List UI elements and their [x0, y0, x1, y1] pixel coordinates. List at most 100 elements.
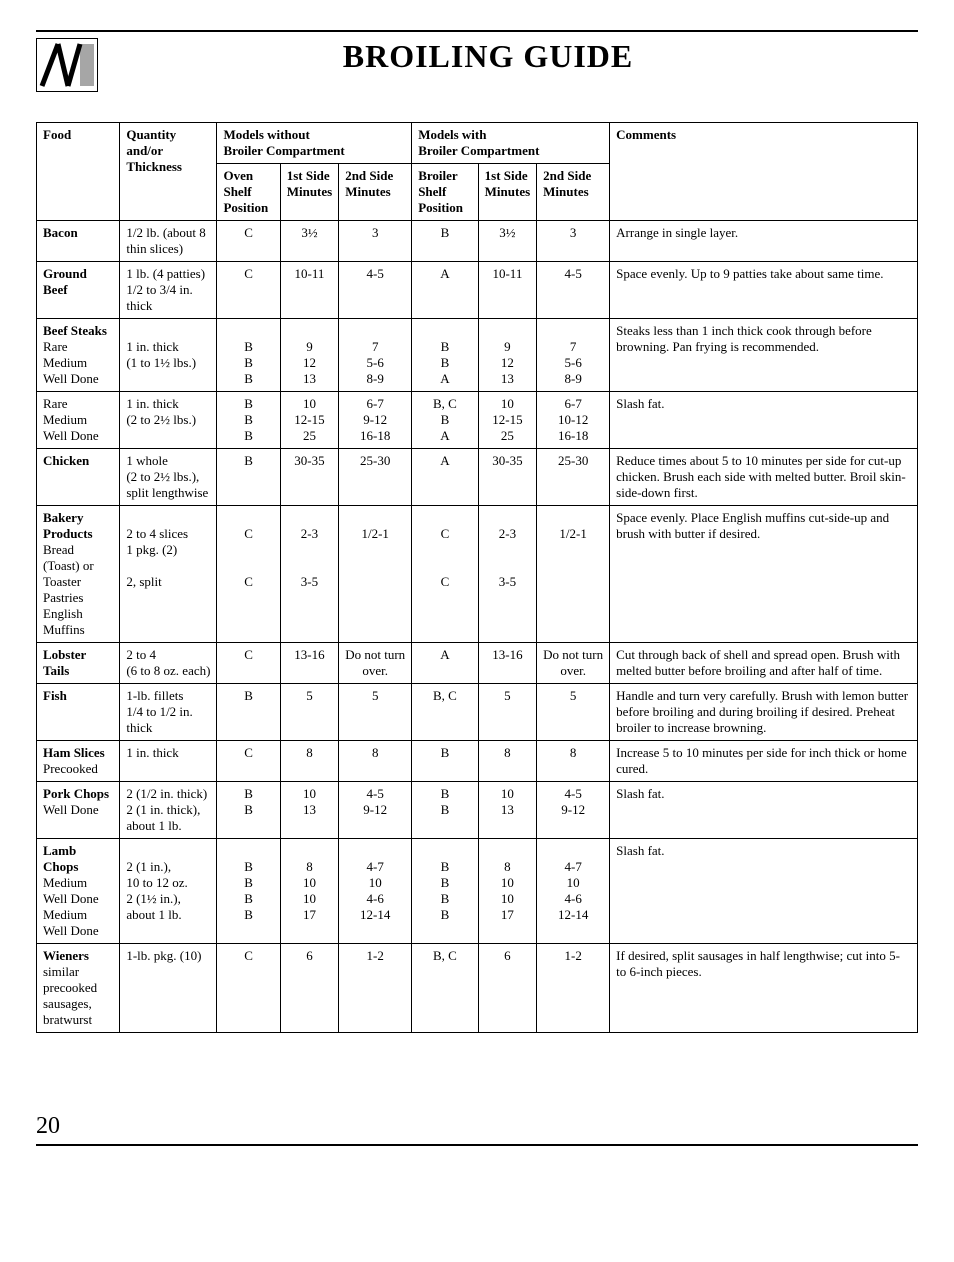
- table-cell: 4-7 10 4-6 12-14: [537, 839, 610, 944]
- table-cell: 2 to 4 slices 1 pkg. (2) 2, split: [120, 506, 217, 643]
- food-cell: Pork ChopsWell Done: [37, 782, 120, 839]
- col-comments-label: Comments: [616, 127, 676, 142]
- table-cell: 10 12-15 25: [280, 392, 339, 449]
- table-body: Bacon1/2 lb. (about 8 thin slices)C3½3B3…: [37, 221, 918, 1033]
- food-cell: Fish: [37, 684, 120, 741]
- table-cell: 7 5-6 8-9: [339, 319, 412, 392]
- table-cell: 25-30: [537, 449, 610, 506]
- table-row: Beef SteaksRareMediumWell Done 1 in. thi…: [37, 319, 918, 392]
- table-cell: 1-lb. pkg. (10): [120, 944, 217, 1033]
- col-oven-pos: Oven Shelf Position: [217, 164, 280, 221]
- table-cell: 8: [280, 741, 339, 782]
- table-cell: 7 5-6 8-9: [537, 319, 610, 392]
- col-qty-label: Quantity and/or Thickness: [126, 127, 182, 174]
- table-row: Pork ChopsWell Done2 (1/2 in. thick) 2 (…: [37, 782, 918, 839]
- col-1st-min-a: 1st Side Minutes: [280, 164, 339, 221]
- table-cell: B B: [412, 782, 478, 839]
- table-cell: C C: [217, 506, 280, 643]
- table-cell: C C: [412, 506, 478, 643]
- table-cell: B B B B: [412, 839, 478, 944]
- table-cell: A: [412, 449, 478, 506]
- food-cell: Lamb ChopsMediumWell DoneMediumWell Done: [37, 839, 120, 944]
- table-cell: Slash fat.: [610, 392, 918, 449]
- table-cell: 1 in. thick (1 to 1½ lbs.): [120, 319, 217, 392]
- table-cell: B B B: [217, 392, 280, 449]
- table-cell: B: [217, 449, 280, 506]
- table-cell: 2-3 3-5: [478, 506, 537, 643]
- table-cell: 13-16: [478, 643, 537, 684]
- table-cell: 10 13: [280, 782, 339, 839]
- table-cell: B: [217, 684, 280, 741]
- table-cell: Space evenly. Up to 9 patties take about…: [610, 262, 918, 319]
- table-cell: 30-35: [478, 449, 537, 506]
- table-cell: 8: [339, 741, 412, 782]
- group-with-label: Models with Broiler Compartment: [418, 127, 539, 158]
- table-cell: Cut through back of shell and spread ope…: [610, 643, 918, 684]
- table-cell: Handle and turn very carefully. Brush wi…: [610, 684, 918, 741]
- table-cell: B: [412, 741, 478, 782]
- table-cell: B B B: [217, 319, 280, 392]
- table-row: Bacon1/2 lb. (about 8 thin slices)C3½3B3…: [37, 221, 918, 262]
- table-row: Chicken1 whole (2 to 2½ lbs.), split len…: [37, 449, 918, 506]
- table-cell: 4-5 9-12: [339, 782, 412, 839]
- table-cell: 10 13: [478, 782, 537, 839]
- col-comments: Comments: [610, 123, 918, 221]
- food-cell: RareMediumWell Done: [37, 392, 120, 449]
- table-cell: 3½: [280, 221, 339, 262]
- table-cell: 5: [537, 684, 610, 741]
- table-cell: 3: [339, 221, 412, 262]
- table-cell: A: [412, 262, 478, 319]
- table-cell: 1/2 lb. (about 8 thin slices): [120, 221, 217, 262]
- table-cell: 4-7 10 4-6 12-14: [339, 839, 412, 944]
- col-2nd-min-a: 2nd Side Minutes: [339, 164, 412, 221]
- table-cell: 3: [537, 221, 610, 262]
- table-cell: C: [217, 741, 280, 782]
- table-row: RareMediumWell Done1 in. thick (2 to 2½ …: [37, 392, 918, 449]
- table-cell: B, C: [412, 684, 478, 741]
- table-cell: 9 12 13: [478, 319, 537, 392]
- page-title: BROILING GUIDE: [118, 38, 918, 75]
- group-without-label: Models without Broiler Compartment: [223, 127, 344, 158]
- table-cell: 1/2-1: [339, 506, 412, 643]
- table-cell: 10-11: [280, 262, 339, 319]
- table-row: Bakery ProductsBread (Toast) orToaster P…: [37, 506, 918, 643]
- table-cell: 10 12-15 25: [478, 392, 537, 449]
- table-cell: 1-lb. fillets 1/4 to 1/2 in. thick: [120, 684, 217, 741]
- col-1st-min-b: 1st Side Minutes: [478, 164, 537, 221]
- table-cell: 30-35: [280, 449, 339, 506]
- col-2nd-min-b: 2nd Side Minutes: [537, 164, 610, 221]
- table-cell: B B B B: [217, 839, 280, 944]
- table-cell: 1-2: [339, 944, 412, 1033]
- table-cell: 25-30: [339, 449, 412, 506]
- table-cell: 10-11: [478, 262, 537, 319]
- table-cell: If desired, split sausages in half lengt…: [610, 944, 918, 1033]
- table-cell: 5: [280, 684, 339, 741]
- table-cell: B: [412, 221, 478, 262]
- table-cell: 4-5 9-12: [537, 782, 610, 839]
- table-cell: 1 lb. (4 patties) 1/2 to 3/4 in. thick: [120, 262, 217, 319]
- table-cell: 8: [478, 741, 537, 782]
- table-cell: C: [217, 221, 280, 262]
- page-footer: 20: [36, 1113, 918, 1146]
- food-cell: Ham SlicesPrecooked: [37, 741, 120, 782]
- table-cell: 4-5: [339, 262, 412, 319]
- table-cell: 13-16: [280, 643, 339, 684]
- table-cell: 1 whole (2 to 2½ lbs.), split lengthwise: [120, 449, 217, 506]
- col-broiler-pos-label: Broiler Shelf Position: [418, 168, 463, 215]
- col-2nd-min-a-label: 2nd Side Minutes: [345, 168, 393, 199]
- table-cell: B, C B A: [412, 392, 478, 449]
- food-cell: Wienerssimilar precookedsausages, bratwu…: [37, 944, 120, 1033]
- table-cell: Slash fat.: [610, 839, 918, 944]
- food-cell: Beef SteaksRareMediumWell Done: [37, 319, 120, 392]
- table-cell: 2 (1 in.), 10 to 12 oz. 2 (1½ in.), abou…: [120, 839, 217, 944]
- page-number: 20: [36, 1113, 60, 1139]
- table-cell: 6-7 10-12 16-18: [537, 392, 610, 449]
- table-cell: Reduce times about 5 to 10 minutes per s…: [610, 449, 918, 506]
- group-with: Models with Broiler Compartment: [412, 123, 610, 164]
- col-2nd-min-b-label: 2nd Side Minutes: [543, 168, 591, 199]
- table-row: Ham SlicesPrecooked1 in. thickC88B88Incr…: [37, 741, 918, 782]
- table-cell: 6: [478, 944, 537, 1033]
- table-row: Fish1-lb. fillets 1/4 to 1/2 in. thickB5…: [37, 684, 918, 741]
- table-cell: 1 in. thick (2 to 2½ lbs.): [120, 392, 217, 449]
- col-1st-min-b-label: 1st Side Minutes: [485, 168, 531, 199]
